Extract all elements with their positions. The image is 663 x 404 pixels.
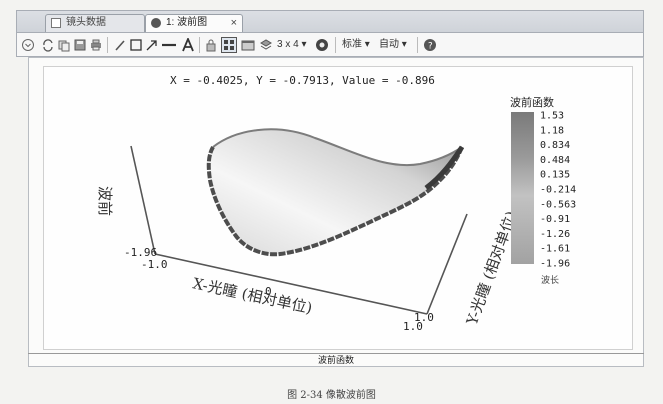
legend-tick-label: 0.135 bbox=[540, 170, 570, 181]
x-tick-mid: 0 bbox=[265, 285, 272, 298]
cursor-readout: X = -0.4025, Y = -0.7913, Value = -0.896 bbox=[170, 74, 435, 87]
x-tick-min: -1.0 bbox=[141, 258, 168, 271]
color-legend: 波前函数 1.53 1.18 0.834 0.484 0.135 -0.214 -0.563… bbox=[510, 95, 576, 286]
layout-dropdown-label: 3 x 4 bbox=[277, 39, 299, 50]
legend-tick-label: 0.834 bbox=[540, 140, 570, 151]
rectangle-icon[interactable] bbox=[129, 38, 143, 52]
legend-tick-label: -1.61 bbox=[540, 244, 570, 255]
close-icon[interactable]: × bbox=[230, 17, 237, 29]
tab-wavefront-map[interactable]: 1: 波前图 × bbox=[145, 14, 243, 32]
standard-dropdown[interactable]: 标准 ▾ bbox=[342, 39, 370, 50]
tab-lens-data[interactable]: 镜头数据 bbox=[45, 14, 145, 32]
x-axis-line bbox=[154, 253, 428, 315]
wavefront-surface bbox=[208, 129, 462, 255]
collapse-icon[interactable] bbox=[21, 38, 35, 52]
legend-tick-label: 1.18 bbox=[540, 125, 564, 136]
surface-edge-back bbox=[212, 128, 463, 167]
legend-colorbar bbox=[511, 112, 534, 264]
refresh-icon[interactable] bbox=[41, 38, 55, 52]
y-tick-max: 1.0 bbox=[414, 311, 434, 324]
grid-layout-icon[interactable] bbox=[221, 37, 237, 53]
legend-tick-label: 1.53 bbox=[540, 111, 564, 122]
circle-icon bbox=[151, 18, 161, 28]
legend-tick-label: -1.96 bbox=[540, 259, 570, 270]
save-icon[interactable] bbox=[73, 38, 87, 52]
tab-bar: 镜头数据 1: 波前图 × bbox=[16, 10, 644, 32]
toolbar: 3 x 4 ▾ 标准 ▾ 自动 ▾ ? bbox=[16, 32, 644, 57]
legend-tick-label: -0.563 bbox=[540, 199, 576, 210]
surface-edge-dark-right bbox=[424, 145, 465, 190]
line-icon[interactable] bbox=[161, 38, 177, 52]
legend-tick-label: -1.26 bbox=[540, 229, 570, 240]
y-axis-line bbox=[426, 213, 468, 315]
z-min-tick: -1.96 bbox=[124, 246, 157, 259]
legend-tick-label: -0.214 bbox=[540, 185, 576, 196]
surface-edge-front bbox=[206, 146, 464, 257]
help-icon[interactable]: ? bbox=[423, 38, 437, 52]
z-axis-label: 波前 bbox=[96, 186, 114, 216]
tab-wavefront-map-label: 1: 波前图 bbox=[166, 17, 208, 28]
legend-title: 波前函数 bbox=[510, 95, 554, 109]
layout-dropdown[interactable]: 3 x 4 ▾ bbox=[277, 39, 307, 50]
print-icon[interactable] bbox=[89, 38, 103, 52]
arrow-icon[interactable] bbox=[145, 38, 159, 52]
legend-tick-label: -0.91 bbox=[540, 214, 570, 225]
copy-icon[interactable] bbox=[57, 38, 71, 52]
settings-circle-icon[interactable] bbox=[315, 38, 329, 52]
auto-dropdown[interactable]: 自动 ▾ bbox=[379, 39, 407, 50]
z-axis-line bbox=[130, 145, 156, 255]
lock-icon[interactable] bbox=[204, 38, 218, 52]
standard-dropdown-label: 标准 bbox=[342, 39, 362, 50]
plot-axes bbox=[130, 145, 468, 315]
svg-text:?: ? bbox=[428, 42, 433, 52]
legend-unit: 波长 bbox=[541, 274, 559, 286]
text-tool-icon[interactable] bbox=[181, 38, 195, 52]
x-tick-max: 1.0 bbox=[403, 320, 423, 333]
document-icon bbox=[51, 18, 61, 28]
auto-dropdown-label: 自动 bbox=[379, 39, 399, 50]
layers-icon[interactable] bbox=[259, 38, 273, 52]
figure-caption: 图 2-34 像散波前图 bbox=[287, 390, 376, 401]
pencil-icon[interactable] bbox=[113, 38, 127, 52]
window-icon[interactable] bbox=[241, 38, 255, 52]
plot-footer: 波前函数 bbox=[28, 353, 644, 366]
legend-tick-label: 0.484 bbox=[540, 155, 570, 166]
tab-lens-data-label: 镜头数据 bbox=[66, 17, 106, 28]
x-axis-label: X-光瞳 (相对单位) bbox=[191, 274, 314, 317]
